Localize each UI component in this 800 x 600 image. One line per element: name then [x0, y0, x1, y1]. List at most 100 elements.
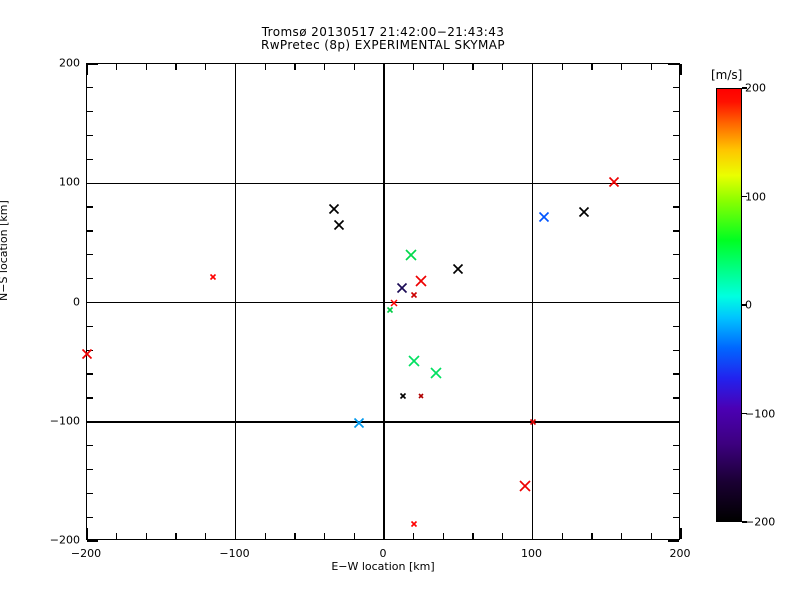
x-tick-top [591, 64, 593, 70]
x-tick [205, 533, 207, 539]
gridline-horizontal [87, 301, 679, 304]
y-tick [87, 87, 93, 89]
x-tick-top [145, 64, 148, 70]
gridline-vertical [531, 64, 534, 539]
y-tick-right [673, 278, 679, 280]
colorbar-tick [742, 521, 747, 523]
x-tick [175, 533, 177, 539]
colorbar-tick [742, 195, 747, 198]
x-tick [264, 533, 266, 539]
gridline-vertical [383, 64, 385, 539]
y-tick [87, 278, 93, 280]
y-tick-right [668, 182, 679, 184]
data-point [539, 211, 550, 222]
y-tick [87, 516, 93, 518]
x-tick [323, 533, 326, 539]
x-tick-label: 0 [379, 547, 387, 560]
y-tick-right [673, 325, 679, 327]
y-tick-right [673, 516, 679, 518]
x-tick-top [561, 64, 563, 70]
y-tick [87, 444, 93, 447]
data-point [334, 219, 345, 231]
x-tick [472, 533, 474, 539]
data-point [210, 274, 217, 281]
plot-area [81, 63, 682, 542]
y-tick [87, 397, 93, 399]
x-tick [145, 533, 148, 539]
y-tick [87, 230, 93, 232]
data-point [430, 367, 442, 379]
gridline-vertical [234, 64, 237, 539]
x-tick-label: −200 [70, 547, 102, 560]
x-tick-top [294, 64, 296, 70]
y-tick [87, 158, 93, 161]
y-tick-right [673, 254, 679, 256]
y-tick-right [668, 540, 679, 542]
x-tick-top [116, 64, 118, 70]
data-point [386, 306, 394, 313]
data-point [519, 480, 531, 492]
x-tick-top [323, 64, 326, 70]
y-tick [87, 63, 98, 65]
gridline-horizontal [87, 182, 679, 184]
x-tick [561, 533, 563, 539]
y-tick [87, 373, 93, 375]
colorbar-tick-label: −100 [745, 407, 776, 420]
y-tick [87, 468, 93, 471]
x-tick-top [442, 64, 445, 70]
data-point [453, 264, 464, 275]
x-tick-top [353, 64, 355, 70]
y-tick-right [673, 397, 679, 399]
y-tick [87, 325, 93, 327]
data-point [405, 249, 417, 261]
plot-canvas [81, 63, 682, 542]
colorbar-gradient [716, 88, 742, 522]
gridline-horizontal [87, 421, 679, 423]
x-tick-top [175, 64, 177, 70]
y-tick-right [668, 63, 679, 65]
data-point [415, 275, 427, 287]
y-tick-right [673, 111, 679, 113]
y-tick-right [673, 158, 679, 161]
colorbar-unit-label: [m/s] [711, 68, 743, 82]
y-axis-title: N−S location [km] [0, 200, 10, 301]
x-tick-label: −100 [219, 547, 250, 560]
x-tick-label: 200 [669, 547, 691, 560]
x-tick-top [502, 64, 504, 70]
colorbar-tick [742, 87, 747, 89]
colorbar-tick [742, 304, 747, 306]
x-tick-top [650, 64, 652, 70]
chart-title: Tromsø 20130517 21:42:00−21:43:43 RwPret… [86, 26, 680, 52]
y-tick-right [673, 444, 679, 447]
data-point [396, 283, 407, 294]
data-point [410, 521, 417, 528]
y-tick-right [673, 468, 679, 471]
data-point [353, 417, 364, 429]
y-tick-label: 200 [59, 56, 80, 70]
x-tick-top [264, 64, 266, 70]
x-tick [591, 533, 593, 539]
y-tick-right [673, 349, 679, 351]
y-tick-right [673, 206, 679, 208]
data-point [400, 392, 407, 399]
x-tick [116, 533, 118, 539]
x-tick [442, 533, 445, 539]
x-tick-top [383, 64, 385, 75]
y-tick-right [668, 421, 679, 423]
x-axis-title: E−W location [km] [331, 560, 435, 573]
y-tick [87, 182, 98, 184]
x-tick [620, 533, 623, 539]
x-tick-label: 100 [521, 547, 542, 560]
y-tick-label: 100 [59, 175, 80, 189]
y-tick [87, 349, 93, 351]
x-tick [383, 528, 385, 539]
x-tick [86, 528, 88, 539]
x-tick [353, 533, 355, 539]
y-tick-right [673, 134, 679, 137]
data-point [328, 204, 339, 215]
x-tick-top [413, 64, 415, 70]
x-tick [531, 528, 534, 539]
y-tick-right [668, 301, 679, 304]
x-tick [650, 533, 652, 539]
